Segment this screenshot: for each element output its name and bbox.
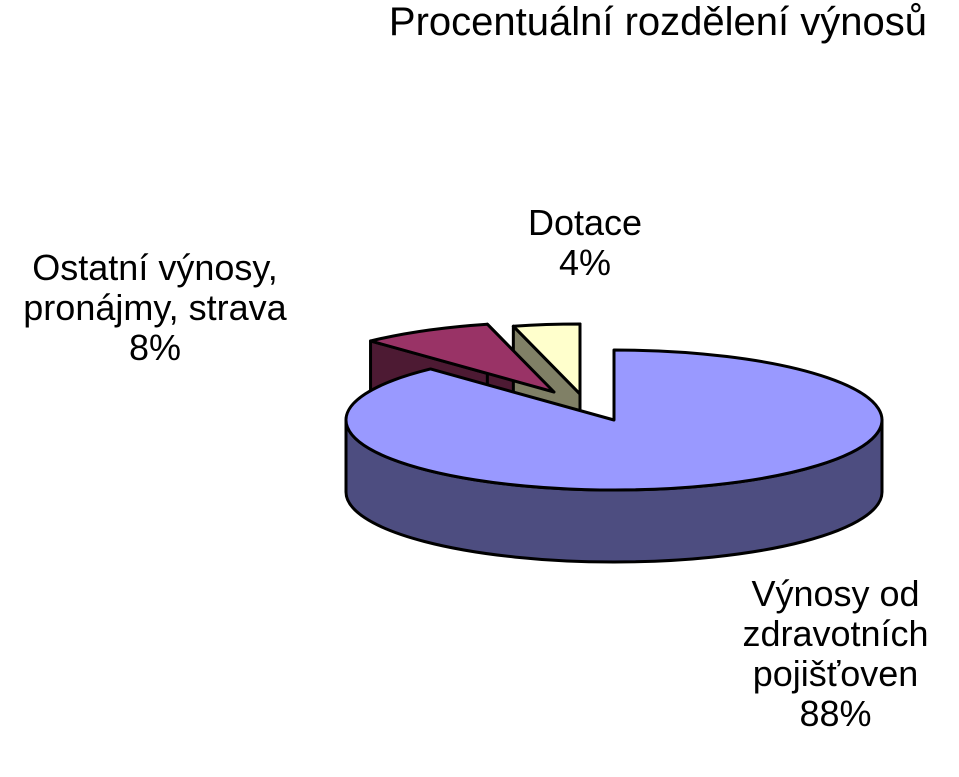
slice-label-insurance-line-2: zdravotních (742, 613, 929, 654)
chart-title: Procentuální rozdělení výnosů (388, 0, 927, 44)
slice-label-subsidy-line-1: Dotace (527, 202, 643, 243)
slice-label-other-line-1: Ostatní výnosy, (32, 247, 278, 288)
pie-slice-insurance (344, 348, 884, 492)
slice-value-insurance: 88% (799, 693, 872, 734)
slice-value-subsidy: 4% (558, 242, 612, 283)
pie-slice-subsidy (511, 322, 582, 396)
pie-tops (344, 322, 884, 492)
slice-label-insurance-line-1: Výnosy od (751, 573, 920, 614)
slice-label-subsidy: Dotace 4% (500, 203, 670, 283)
slice-label-other-line-2: pronájmy, strava (23, 287, 287, 328)
slice-label-other-revenue: Ostatní výnosy, pronájmy, strava 8% (0, 248, 310, 368)
slice-label-insurance: Výnosy od zdravotních pojišťoven 88% (712, 574, 959, 734)
pie-slice-other (369, 322, 556, 394)
slice-value-other: 8% (128, 327, 182, 368)
slice-label-insurance-line-3: pojišťoven (752, 653, 919, 694)
